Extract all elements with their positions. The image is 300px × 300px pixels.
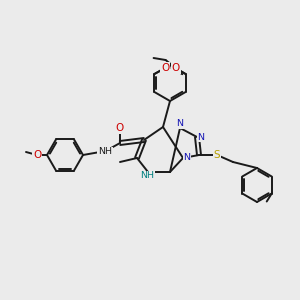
Text: NH: NH bbox=[140, 172, 154, 181]
Text: S: S bbox=[214, 150, 220, 160]
Text: O: O bbox=[33, 150, 41, 160]
Text: NH: NH bbox=[98, 148, 112, 157]
Text: N: N bbox=[197, 133, 205, 142]
Text: N: N bbox=[184, 152, 190, 161]
Text: N: N bbox=[176, 119, 184, 128]
Text: O: O bbox=[161, 63, 169, 73]
Text: O: O bbox=[116, 123, 124, 133]
Text: O: O bbox=[172, 63, 180, 73]
